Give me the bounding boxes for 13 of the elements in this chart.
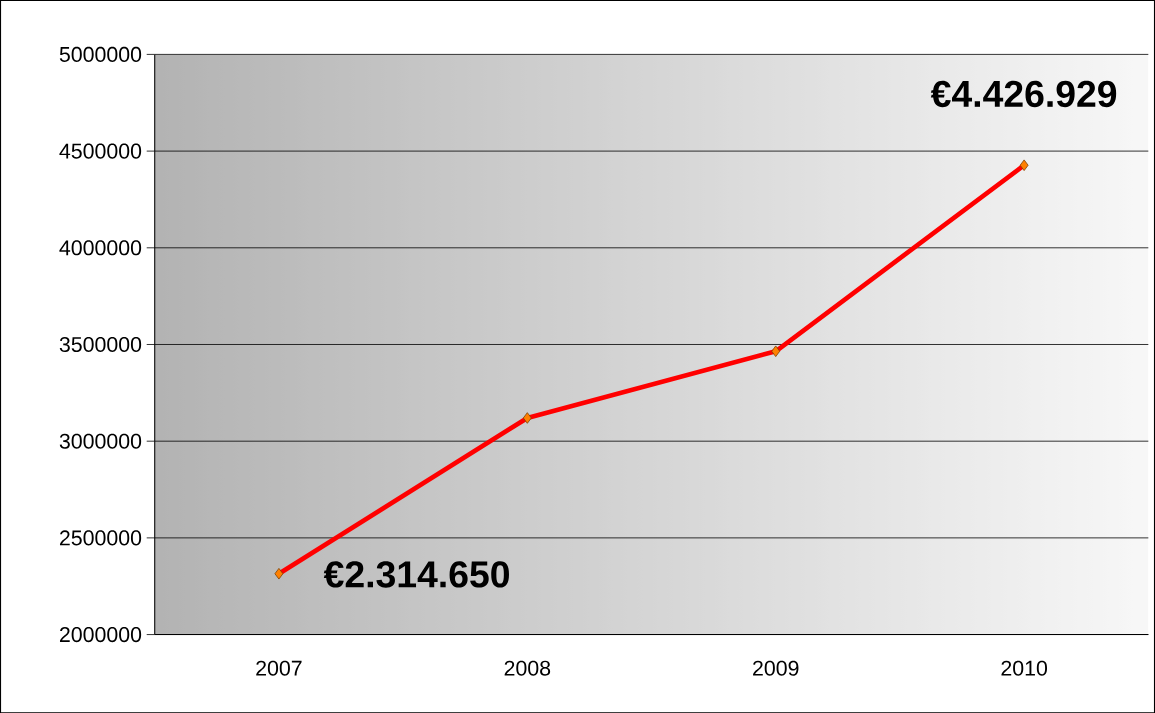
x-tick-label: 2009 — [753, 660, 799, 676]
y-tick-label: 4500000 — [59, 143, 142, 159]
y-tick-label: 4000000 — [59, 240, 142, 256]
y-tick-label: 5000000 — [59, 46, 142, 62]
annotation: €2.314.650 — [323, 561, 509, 588]
y-tick-label: 2500000 — [59, 530, 142, 546]
annotation: €4.426.929 — [930, 80, 1117, 108]
x-tick-label: 2007 — [256, 660, 302, 676]
x-tick-label: 2008 — [504, 660, 551, 676]
y-tick-label: 2000000 — [59, 626, 142, 643]
y-tick-label: 3500000 — [59, 336, 142, 352]
y-tick-label: 3000000 — [59, 433, 142, 449]
x-tick-label: 2010 — [1001, 660, 1048, 676]
